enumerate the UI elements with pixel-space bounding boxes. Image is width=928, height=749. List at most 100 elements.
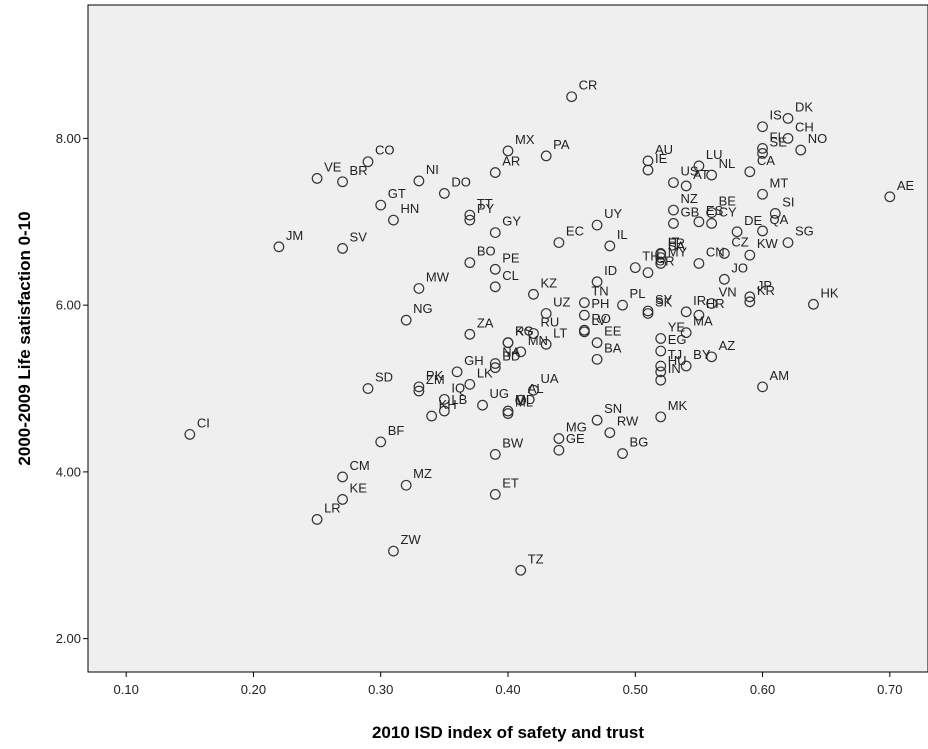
data-point [604, 240, 616, 252]
point-label: HN [400, 201, 419, 216]
point-label: YE [668, 320, 686, 335]
point-label: CZ [731, 234, 748, 249]
data-point [400, 479, 412, 491]
point-label: AL [528, 381, 544, 396]
point-label: PH [591, 296, 609, 311]
point-label: ZA [477, 315, 494, 330]
point-label: BA [604, 340, 622, 355]
data-point [668, 204, 679, 216]
plot-background [87, 4, 928, 673]
data-point [337, 243, 348, 254]
point-label: KR [757, 283, 775, 298]
point-label: SN [604, 401, 622, 416]
x-tick-label: 0.10 [114, 682, 139, 697]
y-axis-title: 2000-2009 Life satisfaction 0-10 [15, 211, 34, 465]
data-point [617, 448, 628, 459]
data-point [782, 132, 794, 144]
data-point [795, 144, 807, 156]
y-tick-label: 8.00 [56, 131, 81, 146]
point-label: JM [286, 228, 303, 243]
y-tick-label: 6.00 [56, 298, 81, 313]
point-label: DO [451, 174, 471, 189]
point-label: CO [375, 143, 395, 158]
point-label: CA [757, 153, 775, 168]
data-point [706, 169, 718, 181]
point-label: AU [655, 142, 673, 157]
data-point [413, 385, 425, 397]
point-label: KG [515, 324, 534, 339]
data-point [502, 145, 514, 157]
point-label: RO [591, 311, 611, 326]
data-point [375, 199, 387, 211]
point-label: VE [324, 159, 342, 174]
point-label: LK [477, 365, 493, 380]
data-point [604, 427, 616, 439]
point-label: MZ [413, 466, 432, 481]
point-label: KZ [540, 275, 557, 290]
data-point [553, 433, 565, 444]
data-point [884, 191, 896, 203]
data-point [413, 283, 425, 294]
data-point [655, 252, 667, 264]
data-point [311, 514, 323, 525]
data-point [680, 327, 692, 339]
data-point [184, 428, 196, 440]
point-label: RS [515, 324, 533, 339]
data-point [438, 393, 450, 405]
point-label: UG [490, 386, 510, 401]
data-point [693, 160, 705, 172]
point-label: IS [770, 108, 783, 123]
data-point [642, 305, 654, 317]
data-point [489, 448, 501, 460]
data-point [388, 214, 399, 226]
point-label: QA [770, 212, 789, 227]
data-point [528, 288, 539, 300]
point-label: SV [350, 229, 368, 244]
data-point [515, 346, 527, 358]
point-label: DK [795, 99, 813, 114]
point-label: ZW [400, 532, 421, 547]
point-label: GB [680, 204, 699, 219]
point-label: LV [591, 313, 606, 328]
y-tick-label: 2.00 [56, 631, 81, 646]
point-label: MX [515, 132, 535, 147]
point-label: NO [808, 131, 828, 146]
data-point [502, 408, 514, 419]
y-tick-label: 4.00 [56, 464, 81, 479]
point-label: TJ [668, 347, 682, 362]
data-point [757, 148, 768, 159]
point-label: BO [477, 244, 496, 259]
point-label: MG [566, 420, 587, 435]
data-point [311, 173, 323, 184]
point-label: BR [350, 163, 368, 178]
data-point [769, 208, 781, 219]
data-point [464, 257, 476, 269]
data-point [489, 358, 501, 369]
data-point [706, 351, 718, 363]
data-point [438, 188, 450, 199]
data-point [528, 328, 539, 339]
data-point [578, 326, 590, 338]
data-point [413, 381, 425, 393]
point-label: HR [706, 296, 725, 311]
point-label: BG [630, 435, 649, 450]
data-point [388, 545, 399, 557]
data-point [655, 248, 667, 260]
point-label: JP [757, 278, 772, 293]
point-label: JO [731, 260, 748, 275]
point-label: CR [579, 78, 598, 93]
data-point [413, 175, 425, 187]
point-label: SG [795, 224, 814, 239]
point-label: MN [528, 333, 548, 348]
point-label: LU [706, 147, 723, 162]
data-point [540, 338, 552, 350]
point-label: CH [795, 119, 814, 134]
data-point [337, 176, 348, 188]
point-label: BW [502, 435, 524, 450]
point-label: NA [502, 345, 520, 360]
data-point [680, 180, 692, 192]
data-point [782, 237, 794, 249]
data-point [362, 383, 374, 394]
data-point [757, 381, 768, 393]
